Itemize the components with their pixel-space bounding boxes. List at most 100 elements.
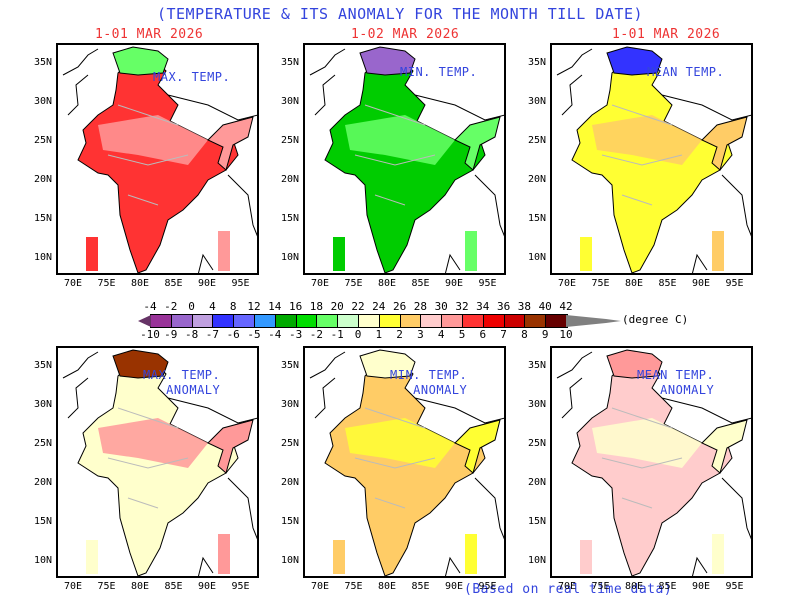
state-borders [601,104,683,206]
lon-tick: 80E [130,581,150,592]
colorbar-abs-label: 12 [247,300,261,313]
colorbar-cell [442,315,463,327]
lon-tick: 75E [97,581,116,592]
lat-tick: 30N [33,96,52,107]
colorbar-cell [483,315,505,327]
north-region [112,349,169,379]
lat-tick: 35N [527,57,546,68]
colorbar-cell [546,315,567,327]
lat-tick: 30N [527,399,546,410]
lon-tick: 80E [624,278,644,289]
island-box-west [580,540,592,574]
lat-tick: 35N [33,360,52,371]
lon-tick: 85E [164,278,183,289]
lon-tick: 80E [130,278,150,289]
colorbar-anomaly-label: 10 [559,328,573,341]
lon-tick: 70E [557,581,577,592]
colorbar-anomaly-label: 4 [437,328,445,341]
colorbar-anomaly-label: 0 [354,328,362,341]
lon-tick: 75E [344,581,363,592]
island-box-east [218,231,230,271]
lat-tick: 15N [280,516,299,527]
lat-tick: 10N [33,252,52,263]
island-box-west [333,237,345,271]
accent-region [98,418,208,468]
panel-max-temp: MAX. TEMP. [56,43,259,275]
colorbar-cell [358,315,380,327]
lat-tick: 25N [33,135,52,146]
colorbar-abs-label: 16 [288,300,303,313]
date-label-max: 1-01 MAR 2026 [95,27,204,42]
lon-tick: 90E [444,581,464,592]
northeast-region [454,116,501,171]
colorbar-abs-label: 14 [268,300,282,313]
colorbar-cell [504,315,526,327]
panel-label: MAX. TEMP. ANOMALY [143,368,221,397]
state-borders [354,104,436,206]
colorbar-cell [234,315,255,327]
colorbar-abs-label: 36 [496,300,511,313]
lat-tick: 20N [280,174,299,185]
north-region [359,349,416,379]
panel-mean-temp-anomaly: MEAN TEMP. ANOMALY [550,346,753,578]
colorbar-abs-label: 30 [434,300,448,313]
lat-tick: 15N [33,516,52,527]
date-label-mean: 1-01 MAR 2026 [612,27,721,42]
lon-tick: 75E [591,278,610,289]
map-mean-temp [556,46,751,273]
lon-tick: 70E [310,581,330,592]
colorbar-abs-label: 38 [517,300,532,313]
colorbar-anomaly-label: 9 [541,328,549,341]
colorbar-unit: (degree C) [622,313,689,326]
lon-tick: 70E [63,278,83,289]
colorbar-cell [171,315,193,327]
colorbar-cell [296,315,318,327]
lat-tick: 30N [280,399,299,410]
lat-tick: 30N [280,96,299,107]
colorbar-cell [400,315,422,327]
northeast-region [207,419,254,474]
colorbar-anomaly-label: -9 [164,328,178,341]
colorbar-cell [317,315,339,327]
north-region [606,349,663,379]
colorbar-anomaly-label: 6 [479,328,487,341]
accent-region [345,418,455,468]
colorbar-abs-label: 34 [476,300,490,313]
colorbar-anomaly-label: -4 [268,328,282,341]
lat-tick: 10N [280,252,299,263]
map-max-temp-anomaly [62,349,257,576]
map-min-temp [309,46,504,273]
colorbar-abs-label: 0 [188,300,195,313]
island-box-east [465,231,477,271]
india-region [77,58,239,273]
colorbar-abs-label: 22 [351,300,365,313]
panel-max-temp-anomaly: MAX. TEMP. ANOMALY [56,346,259,578]
colorbar-anomaly-label: -8 [184,328,199,341]
colorbar-under-arrow [138,315,151,327]
colorbar-cell [462,315,484,327]
lat-tick: 20N [33,174,52,185]
lon-tick: 70E [557,278,577,289]
island-box-east [218,534,230,574]
northeast-region [701,419,748,474]
northeast-region [207,116,254,171]
lat-tick: 20N [33,477,52,488]
country-borders [556,48,751,273]
colorbar-anomaly-label: 3 [417,328,424,341]
lon-tick: 85E [411,581,430,592]
india-region [77,361,239,576]
lon-tick: 80E [377,278,397,289]
lat-tick: 15N [280,213,299,224]
colorbar-anomaly-label: -10 [140,328,160,341]
north-region [112,46,169,76]
state-borders [354,407,436,509]
colorbar-cell [151,315,172,327]
colorbar-abs-label: 32 [455,300,469,313]
panel-mean-temp: MEAN TEMP. [550,43,753,275]
lat-tick: 10N [280,555,299,566]
footer-note: (Based on real time data) [464,582,673,597]
country-borders [62,351,257,576]
colorbar-cell [525,315,547,327]
colorbar-abs-label: 42 [559,300,573,313]
lat-tick: 15N [527,516,546,527]
